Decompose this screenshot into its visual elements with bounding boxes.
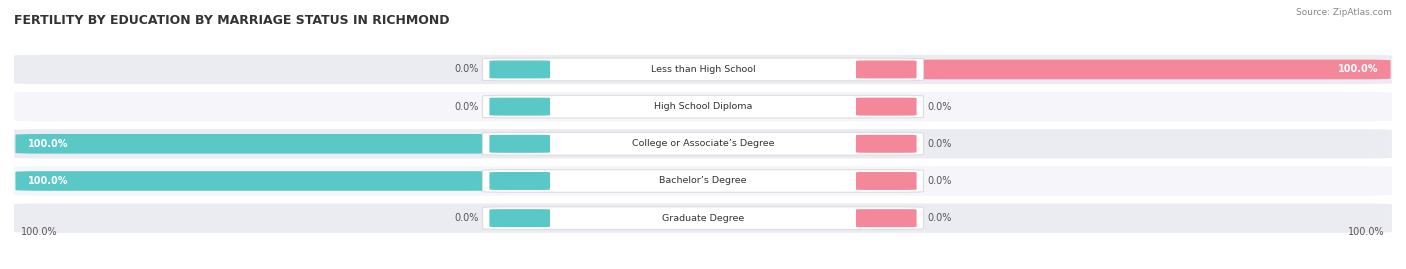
FancyBboxPatch shape [856, 209, 917, 227]
FancyBboxPatch shape [482, 207, 924, 229]
FancyBboxPatch shape [14, 92, 1392, 121]
FancyBboxPatch shape [911, 60, 1391, 79]
FancyBboxPatch shape [489, 98, 550, 116]
FancyBboxPatch shape [489, 135, 550, 153]
Text: 100.0%: 100.0% [28, 176, 69, 186]
FancyBboxPatch shape [14, 203, 1392, 233]
Text: 0.0%: 0.0% [454, 213, 478, 223]
Text: Less than High School: Less than High School [651, 65, 755, 74]
Text: Source: ZipAtlas.com: Source: ZipAtlas.com [1296, 8, 1392, 17]
Text: 100.0%: 100.0% [1348, 227, 1385, 237]
FancyBboxPatch shape [482, 58, 924, 81]
FancyBboxPatch shape [15, 171, 495, 191]
Text: College or Associate’s Degree: College or Associate’s Degree [631, 139, 775, 148]
FancyBboxPatch shape [482, 95, 924, 118]
FancyBboxPatch shape [489, 172, 550, 190]
Text: 0.0%: 0.0% [928, 176, 952, 186]
FancyBboxPatch shape [489, 61, 550, 79]
FancyBboxPatch shape [856, 135, 917, 153]
FancyBboxPatch shape [15, 134, 495, 154]
Text: 0.0%: 0.0% [454, 65, 478, 75]
Text: 100.0%: 100.0% [1337, 65, 1378, 75]
FancyBboxPatch shape [856, 172, 917, 190]
Text: High School Diploma: High School Diploma [654, 102, 752, 111]
FancyBboxPatch shape [482, 132, 924, 155]
Text: 0.0%: 0.0% [928, 102, 952, 112]
Text: 0.0%: 0.0% [454, 102, 478, 112]
FancyBboxPatch shape [482, 170, 924, 192]
FancyBboxPatch shape [489, 209, 550, 227]
Text: 0.0%: 0.0% [928, 213, 952, 223]
FancyBboxPatch shape [14, 55, 1392, 84]
Text: 100.0%: 100.0% [28, 139, 69, 149]
Text: 100.0%: 100.0% [21, 227, 58, 237]
Text: Bachelor’s Degree: Bachelor’s Degree [659, 176, 747, 185]
Text: FERTILITY BY EDUCATION BY MARRIAGE STATUS IN RICHMOND: FERTILITY BY EDUCATION BY MARRIAGE STATU… [14, 14, 450, 27]
FancyBboxPatch shape [856, 98, 917, 116]
FancyBboxPatch shape [14, 129, 1392, 158]
FancyBboxPatch shape [856, 61, 917, 79]
FancyBboxPatch shape [14, 166, 1392, 196]
Text: Graduate Degree: Graduate Degree [662, 214, 744, 223]
Text: 0.0%: 0.0% [928, 139, 952, 149]
